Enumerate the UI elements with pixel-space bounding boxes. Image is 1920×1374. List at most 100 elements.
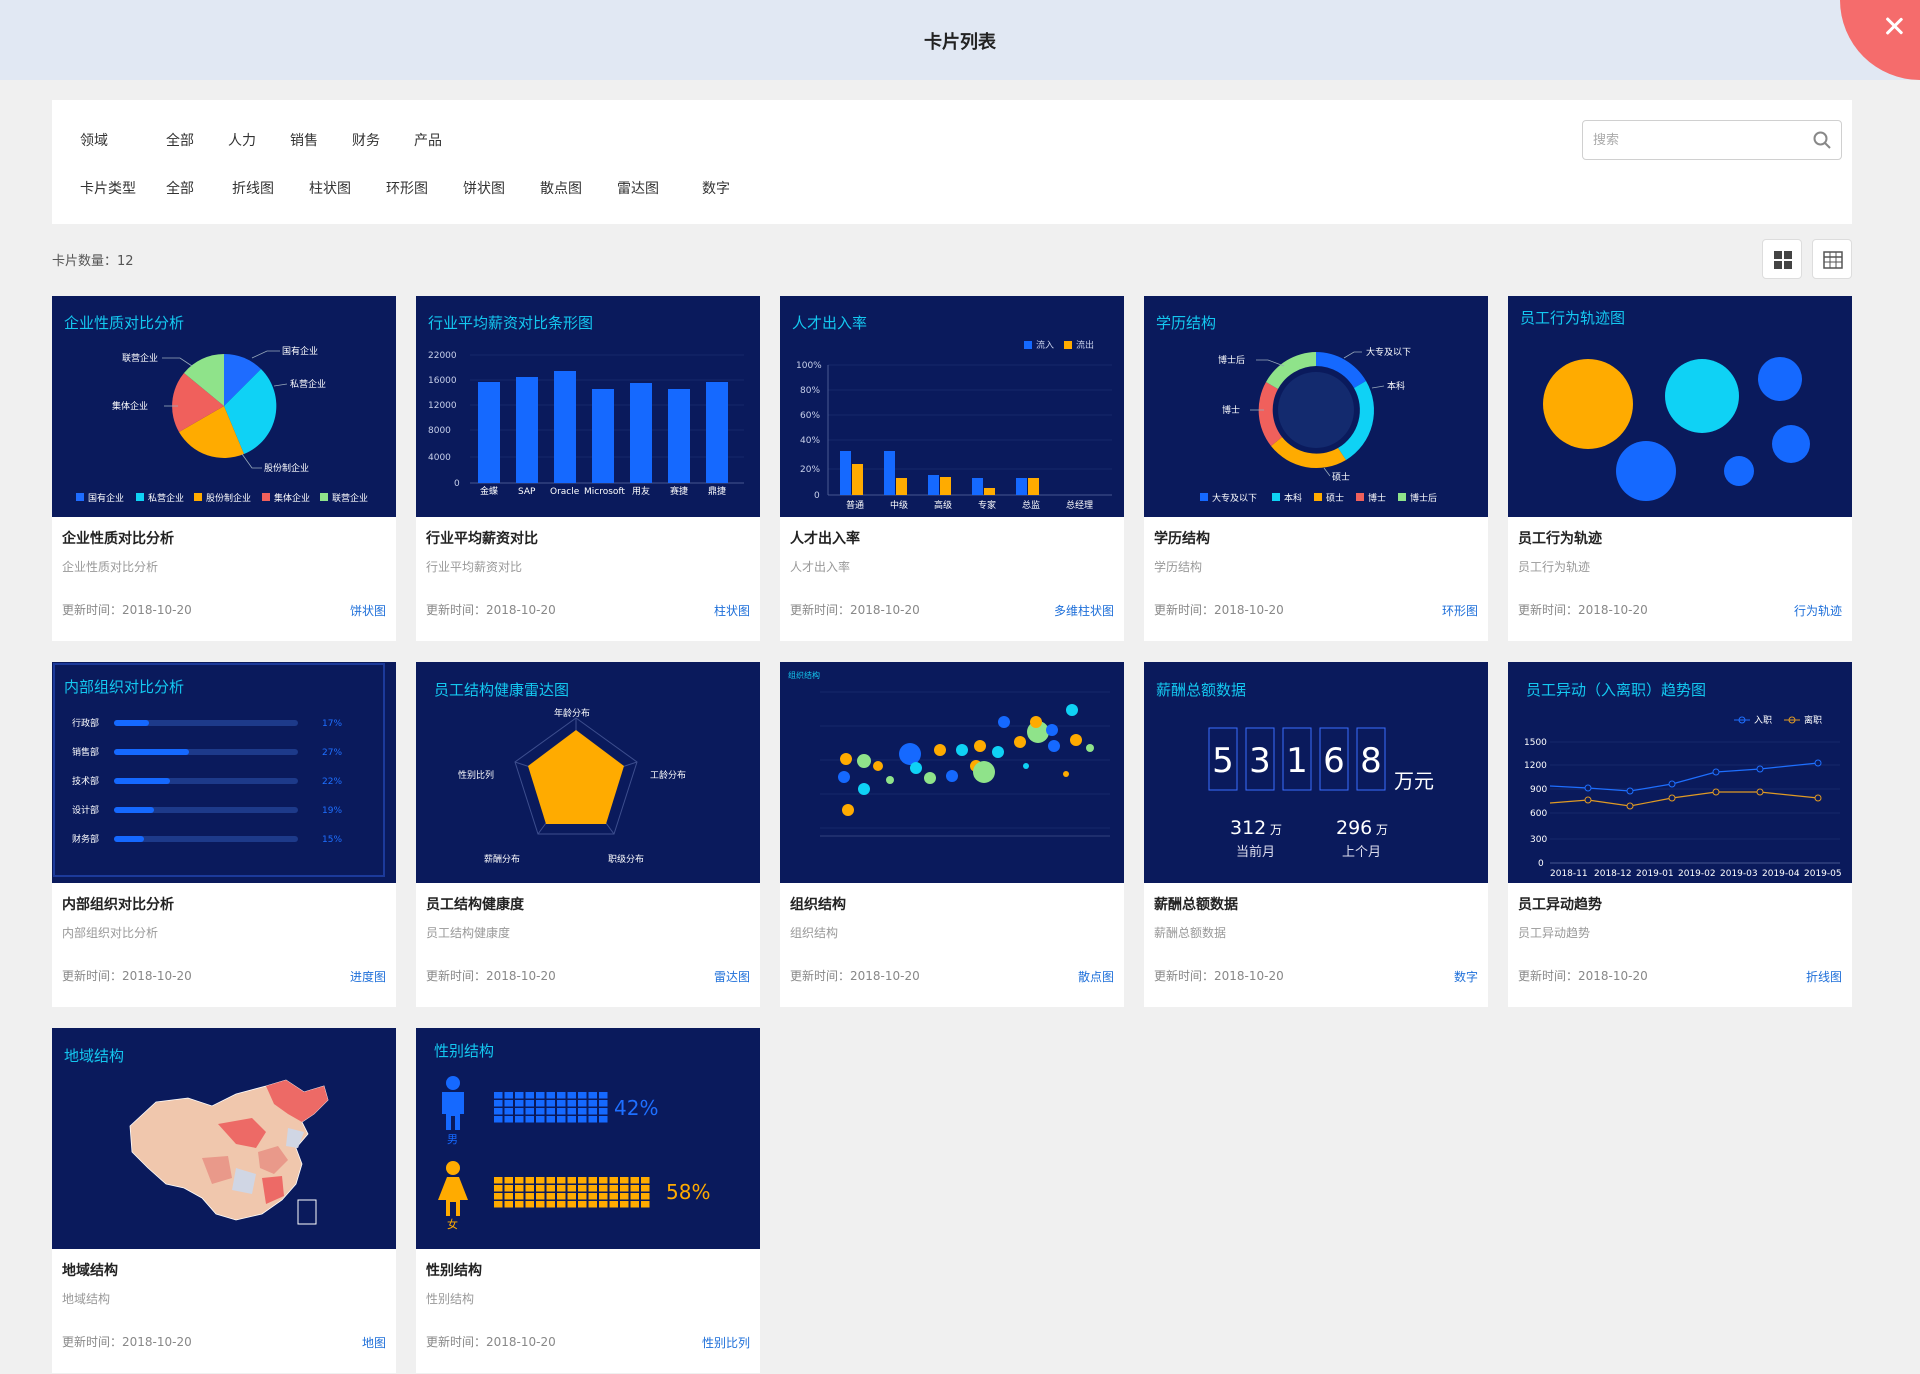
svg-text:联营企业: 联营企业 bbox=[122, 352, 158, 364]
card-type-tag[interactable]: 饼状图 bbox=[349, 604, 386, 618]
male-ratio-grid bbox=[494, 1092, 608, 1123]
ratio-cell bbox=[588, 1092, 597, 1099]
type-option[interactable]: 柱状图 bbox=[309, 181, 351, 197]
domain-option[interactable]: 人力 bbox=[228, 133, 256, 149]
card-structure-health[interactable]: 员工结构健康雷达图 年龄分布 工龄分布 职级分布 薪酬分布 性别比列 员工结构健… bbox=[416, 662, 760, 1007]
card-internal-org[interactable]: 内部组织对比分析 行政部 17% 销售部 27% 技术部 22% 设计部 19%… bbox=[52, 662, 396, 1007]
china-map-icon bbox=[129, 1079, 329, 1225]
svg-text:薪酬分布: 薪酬分布 bbox=[484, 853, 520, 865]
ratio-cell bbox=[504, 1092, 513, 1099]
search-icon[interactable] bbox=[1813, 131, 1831, 149]
domain-option[interactable]: 销售 bbox=[290, 133, 318, 149]
svg-text:流入: 流入 bbox=[1036, 339, 1054, 351]
type-option[interactable]: 全部 bbox=[166, 181, 194, 197]
svg-text:赛捷: 赛捷 bbox=[670, 485, 688, 497]
card-type-tag[interactable]: 行为轨迹 bbox=[1793, 604, 1842, 618]
svg-text:万: 万 bbox=[1376, 823, 1388, 837]
card-type-tag[interactable]: 进度图 bbox=[349, 970, 386, 984]
type-option[interactable]: 散点图 bbox=[540, 181, 582, 197]
svg-text:内部组织对比分析: 内部组织对比分析 bbox=[64, 678, 184, 696]
ratio-cell bbox=[609, 1185, 618, 1192]
card-gender[interactable]: 性别结构 男 42% 女 58% 性别结构 性别结构 更新时间：2018-10-… bbox=[416, 1028, 760, 1373]
ratio-cell bbox=[546, 1201, 555, 1208]
svg-text:股份制企业: 股份制企业 bbox=[264, 462, 309, 474]
card-org-structure[interactable]: 组织结构 组织结 bbox=[780, 662, 1124, 1007]
domain-option[interactable]: 产品 bbox=[414, 133, 442, 149]
card-type-tag[interactable]: 环形图 bbox=[1441, 604, 1478, 618]
card-salary-total[interactable]: 薪酬总额数据 5 3 1 6 8 万元 312 万 当前月 296 万 上个月 … bbox=[1144, 662, 1488, 1007]
card-type-tag[interactable]: 雷达图 bbox=[713, 970, 750, 984]
svg-text:大专及以下: 大专及以下 bbox=[1212, 492, 1257, 504]
ratio-cell bbox=[599, 1177, 608, 1184]
domain-option[interactable]: 全部 bbox=[166, 133, 194, 149]
type-option[interactable]: 饼状图 bbox=[463, 181, 505, 197]
card-thumbnail: 组织结构 bbox=[780, 662, 1124, 883]
ratio-cell bbox=[567, 1092, 576, 1099]
card-updated: 更新时间：2018-10-20 bbox=[426, 1335, 556, 1349]
ratio-cell bbox=[588, 1177, 597, 1184]
ratio-cell bbox=[630, 1185, 639, 1192]
ratio-cell bbox=[504, 1100, 513, 1107]
card-description: 人才出入率 bbox=[790, 560, 851, 574]
svg-text:入职: 入职 bbox=[1754, 715, 1772, 726]
type-option[interactable]: 折线图 bbox=[232, 181, 274, 197]
card-updated: 更新时间：2018-10-20 bbox=[426, 969, 556, 983]
ratio-cell bbox=[546, 1108, 555, 1115]
type-option[interactable]: 数字 bbox=[702, 181, 730, 197]
svg-text:用友: 用友 bbox=[632, 485, 650, 497]
card-type-tag[interactable]: 折线图 bbox=[1805, 970, 1842, 984]
flow-bars bbox=[840, 451, 1039, 495]
card-type-tag[interactable]: 数字 bbox=[1453, 970, 1478, 984]
ratio-cell bbox=[567, 1108, 576, 1115]
type-filter-label: 卡片类型 bbox=[80, 181, 136, 197]
card-title: 行业平均薪资对比 bbox=[426, 531, 538, 547]
svg-text:22000: 22000 bbox=[428, 351, 457, 361]
ratio-cell bbox=[557, 1185, 566, 1192]
card-employee-change[interactable]: 员工异动（入离职）趋势图 入职 离职 1500 1200 900 600 300… bbox=[1508, 662, 1852, 1007]
ratio-cell bbox=[630, 1201, 639, 1208]
card-count: 卡片数量：12 bbox=[52, 254, 134, 269]
card-type-tag[interactable]: 多维柱状图 bbox=[1053, 604, 1114, 618]
svg-text:集体企业: 集体企业 bbox=[274, 492, 310, 504]
ratio-cell bbox=[557, 1177, 566, 1184]
ratio-cell bbox=[557, 1100, 566, 1107]
card-type-tag[interactable]: 性别比列 bbox=[701, 1336, 750, 1350]
ratio-cell bbox=[620, 1177, 629, 1184]
svg-text:20%: 20% bbox=[800, 465, 820, 475]
pie-chart bbox=[172, 353, 277, 458]
table-view-button[interactable] bbox=[1812, 239, 1852, 279]
card-type-tag[interactable]: 散点图 bbox=[1077, 970, 1114, 984]
svg-text:普通: 普通 bbox=[846, 499, 864, 511]
card-description: 内部组织对比分析 bbox=[62, 926, 159, 940]
ratio-cell bbox=[515, 1108, 524, 1115]
svg-text:国有企业: 国有企业 bbox=[282, 345, 318, 357]
search-input[interactable] bbox=[1593, 129, 1793, 151]
type-option[interactable]: 雷达图 bbox=[617, 181, 659, 197]
ratio-cell bbox=[578, 1108, 587, 1115]
card-region[interactable]: 地域结构 地域结构 地域结构 更新时间：2018-10-20 地图 bbox=[52, 1028, 396, 1373]
ratio-cell bbox=[546, 1177, 555, 1184]
ratio-cell bbox=[578, 1193, 587, 1200]
svg-text:58%: 58% bbox=[666, 1180, 710, 1204]
svg-text:工龄分布: 工龄分布 bbox=[650, 769, 686, 781]
card-talent-flow[interactable]: 人才出入率 流入 流出 100% 80% 60% 40% 20% 0 bbox=[780, 296, 1124, 641]
card-enterprise-nature[interactable]: 企业性质对比分析 国有企业 私营企业 股份制企业 集体企业 联营企业 国有企业 … bbox=[52, 296, 396, 641]
type-option[interactable]: 环形图 bbox=[386, 181, 428, 197]
pie-legend: 国有企业 私营企业 股份制企业 集体企业 联营企业 bbox=[76, 492, 368, 504]
card-type-tag[interactable]: 柱状图 bbox=[713, 604, 750, 618]
card-description: 地域结构 bbox=[62, 1292, 111, 1306]
close-button[interactable] bbox=[1840, 0, 1920, 80]
card-education[interactable]: 学历结构 大专及以下 本科 硕士 博士 博士后 大专及以下 本科 硕士 bbox=[1144, 296, 1488, 641]
card-industry-salary[interactable]: 行业平均薪资对比条形图 22000 16000 12000 8000 4000 … bbox=[416, 296, 760, 641]
grid-view-button[interactable] bbox=[1762, 239, 1802, 279]
card-behavior-track[interactable]: 员工行为轨迹图 员工行为轨迹 员工行为轨迹 更新时间：2018-10-20 行为… bbox=[1508, 296, 1852, 641]
ratio-cell bbox=[578, 1092, 587, 1099]
ratio-cell bbox=[588, 1116, 597, 1123]
table-icon bbox=[1823, 251, 1843, 269]
card-title: 薪酬总额数据 bbox=[1154, 897, 1238, 913]
card-type-tag[interactable]: 地图 bbox=[361, 1336, 386, 1350]
ratio-cell bbox=[546, 1193, 555, 1200]
card-updated: 更新时间：2018-10-20 bbox=[1518, 603, 1648, 617]
ratio-cell bbox=[525, 1116, 534, 1123]
domain-option[interactable]: 财务 bbox=[352, 133, 380, 149]
